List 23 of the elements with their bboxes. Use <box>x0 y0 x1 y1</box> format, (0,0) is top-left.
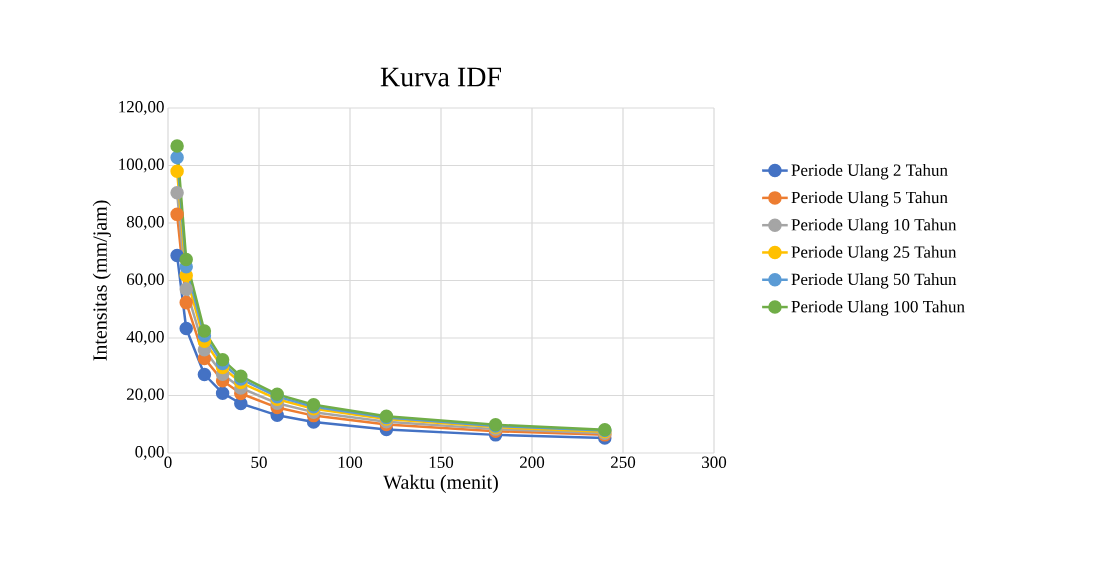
x-axis-title: Waktu (menit) <box>383 474 498 493</box>
legend-label: Periode Ulang 25 Tahun <box>791 245 957 262</box>
x-tick-label: 300 <box>702 456 727 468</box>
x-tick-label: 100 <box>338 456 363 468</box>
legend-label: Periode Ulang 10 Tahun <box>791 218 957 234</box>
legend-label: Periode Ulang 2 Tahun <box>791 163 948 180</box>
y-tick-label: 60,00 <box>126 273 164 288</box>
y-tick-label: 80,00 <box>126 216 164 230</box>
y-tick-label: 0,00 <box>135 446 164 460</box>
legend-label: Periode Ulang 100 Tahun <box>791 300 965 316</box>
x-tick-label: 0 <box>164 456 172 468</box>
x-tick-label: 250 <box>611 456 636 468</box>
y-tick-label: 100,00 <box>119 158 164 173</box>
x-tick-label: 200 <box>520 456 545 468</box>
y-axis-title: Intensitas (mm/jam) <box>92 200 111 361</box>
y-tick-label: 40,00 <box>126 331 164 345</box>
chart-title: Kurva IDF <box>380 67 501 87</box>
x-tick-label: 150 <box>429 456 454 468</box>
y-tick-label: 120,00 <box>119 101 164 115</box>
legend-label: Periode Ulang 5 Tahun <box>791 191 948 207</box>
y-tick-label: 20,00 <box>126 388 164 403</box>
x-tick-label: 50 <box>251 456 267 468</box>
legend-label: Periode Ulang 50 Tahun <box>791 273 957 289</box>
